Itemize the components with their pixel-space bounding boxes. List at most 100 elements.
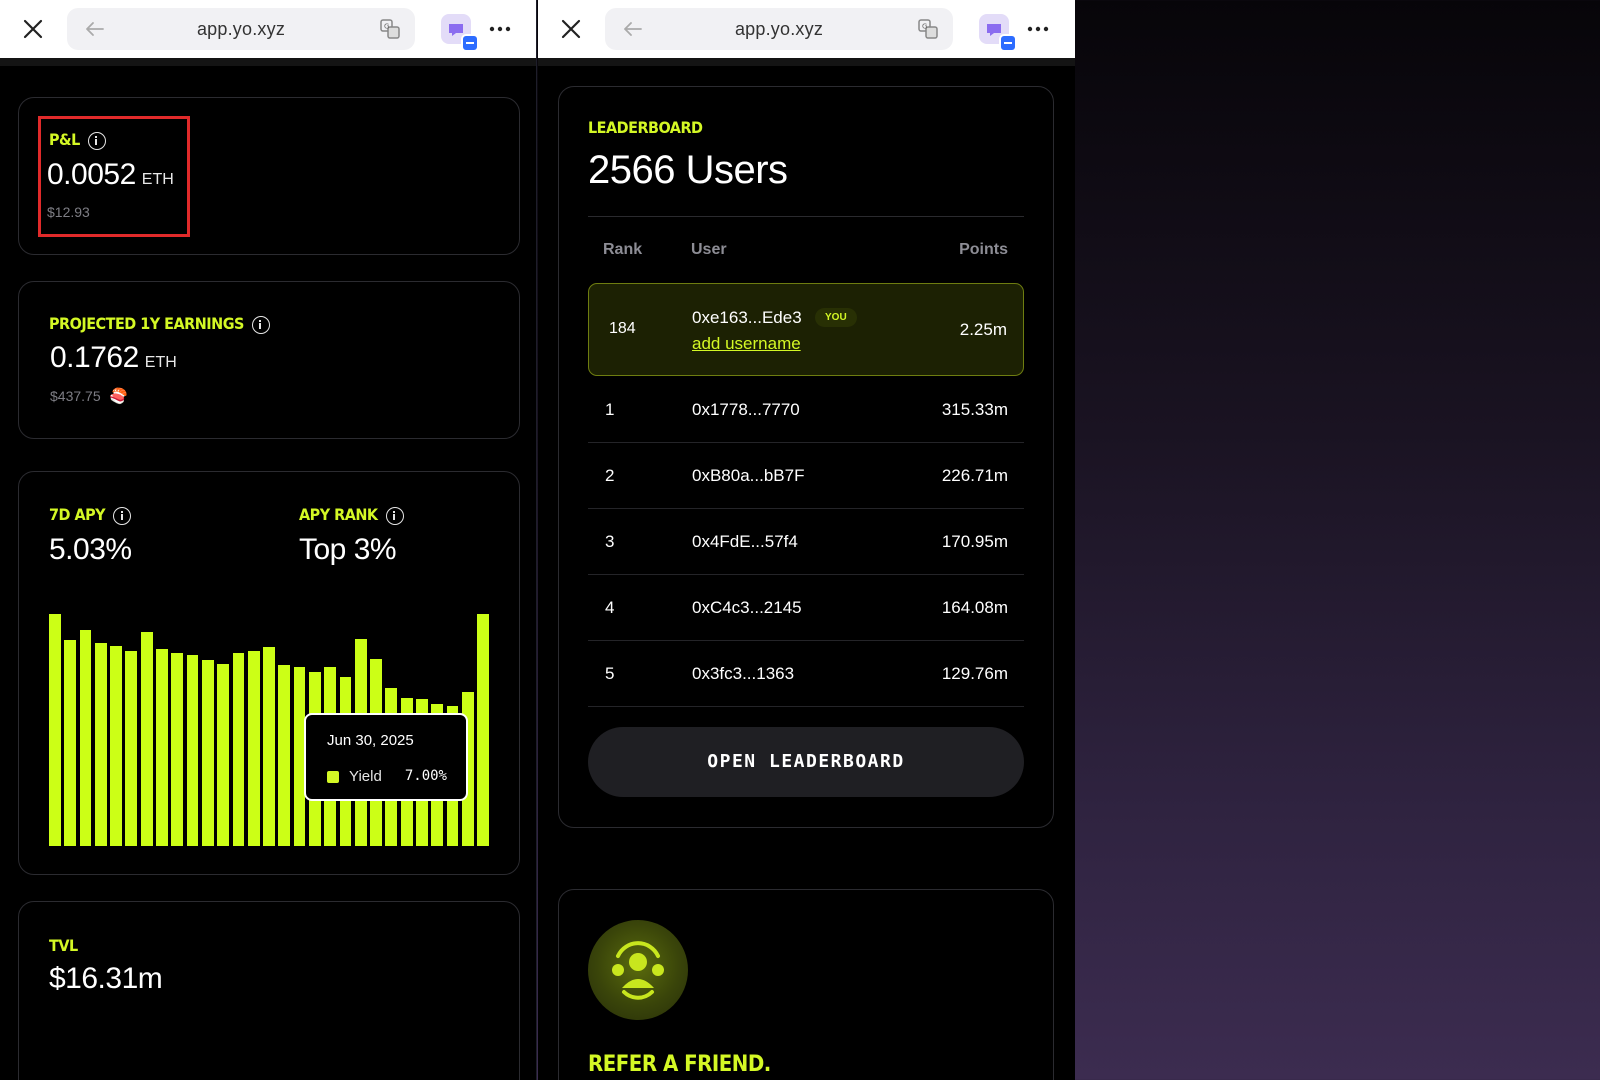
- row-user: 0x4FdE...57f4: [692, 532, 798, 551]
- current-user-rank: 184: [609, 320, 636, 337]
- info-icon[interactable]: [385, 506, 404, 525]
- chart-bar[interactable]: [278, 664, 291, 846]
- projected-label-row: PROJECTED 1Y EARNINGS: [49, 314, 270, 334]
- chart-bar[interactable]: [171, 653, 184, 846]
- chart-bar[interactable]: [477, 614, 489, 846]
- info-icon[interactable]: [87, 131, 106, 150]
- tvl-label: TVL: [49, 936, 78, 955]
- chart-bar[interactable]: [156, 649, 168, 846]
- chart-bar[interactable]: [140, 631, 153, 846]
- chart-bar[interactable]: [263, 647, 275, 846]
- row-user: 0x1778...7770: [692, 400, 800, 419]
- row-rank: 2: [605, 466, 615, 485]
- pnl-card: [18, 97, 520, 255]
- apy-rank-label-row: APY RANK: [299, 505, 404, 525]
- row-user: 0x3fc3...1363: [692, 664, 795, 683]
- info-icon[interactable]: [113, 506, 132, 525]
- extension-icon[interactable]: [441, 14, 479, 52]
- leaderboard-divider: [588, 216, 1024, 217]
- projected-label: PROJECTED 1Y EARNINGS: [49, 314, 244, 333]
- table-row[interactable]: 3 0x4FdE...57f4 170.95m: [588, 509, 1024, 575]
- pnl-unit: ETH: [141, 171, 174, 188]
- chart-bar[interactable]: [293, 667, 306, 846]
- chart-bar[interactable]: [110, 645, 122, 846]
- projected-unit: ETH: [144, 354, 177, 371]
- table-row[interactable]: 2 0xB80a...bB7F 226.71m: [588, 443, 1024, 509]
- pnl-usd: $12.93: [47, 204, 90, 220]
- table-row[interactable]: 5 0x3fc3...1363 129.76m: [588, 641, 1024, 707]
- back-arrow-icon[interactable]: [623, 21, 643, 37]
- translate-icon[interactable]: G: [917, 18, 939, 40]
- projected-value-row: 0.1762 ETH: [50, 341, 177, 375]
- you-badge: YOU: [815, 308, 857, 327]
- row-points: 170.95m: [941, 532, 1008, 551]
- pnl-value: 0.0052: [47, 158, 136, 191]
- table-row[interactable]: 1 0x1778...7770 315.33m: [588, 377, 1024, 443]
- chart-bar[interactable]: [217, 664, 229, 846]
- row-points: 315.33m: [941, 400, 1008, 419]
- row-rank: 4: [605, 598, 615, 617]
- chart-bar[interactable]: [232, 652, 245, 846]
- apy-rank-value: Top 3%: [299, 533, 397, 566]
- address-bar[interactable]: app.yo.xyz G: [605, 8, 953, 50]
- row-points: 164.08m: [941, 598, 1008, 617]
- extension-icon[interactable]: [979, 14, 1017, 52]
- translate-icon[interactable]: G: [379, 18, 401, 40]
- row-rank: 1: [605, 400, 615, 419]
- svg-text:G: G: [922, 23, 927, 31]
- tooltip-series-name: Yield: [349, 768, 382, 785]
- leaderboard-title: 2566 Users: [588, 148, 788, 192]
- more-icon[interactable]: [487, 18, 513, 40]
- chart-bar[interactable]: [125, 650, 138, 846]
- current-user-row[interactable]: 184 0xe163...Ede3 YOU add username 2.25m: [588, 283, 1024, 376]
- pnl-label: P&L: [49, 130, 80, 149]
- leaderboard-card: [558, 86, 1054, 828]
- more-icon[interactable]: [1025, 18, 1051, 40]
- info-icon[interactable]: [251, 315, 270, 334]
- apy-value: 5.03%: [49, 533, 132, 566]
- table-row[interactable]: 4 0xC4c3...2145 164.08m: [588, 575, 1024, 641]
- sushi-emoji: 🍣: [109, 388, 128, 405]
- apy-label: 7D APY: [49, 505, 106, 524]
- back-arrow-icon[interactable]: [85, 21, 105, 37]
- tooltip-value: 7.00%: [404, 768, 447, 784]
- pnl-value-row: 0.0052 ETH: [47, 158, 174, 192]
- chart-bar[interactable]: [79, 629, 92, 846]
- chart-bar[interactable]: [64, 639, 77, 846]
- tvl-value: $16.31m: [49, 962, 163, 995]
- leaderboard-label: LEADERBOARD: [588, 118, 703, 137]
- chart-bar[interactable]: [186, 655, 199, 846]
- browser-toolbar: app.yo.xyz G: [538, 0, 1075, 66]
- chart-bar[interactable]: [201, 660, 214, 846]
- chart-bar[interactable]: [49, 614, 61, 846]
- row-rank: 5: [605, 664, 615, 683]
- projected-usd: $437.75: [50, 388, 101, 404]
- tvl-card: [18, 901, 520, 1080]
- svg-text:G: G: [384, 23, 389, 31]
- open-leaderboard-button[interactable]: OPEN LEADERBOARD: [588, 727, 1024, 797]
- projected-earnings-card: [18, 281, 520, 439]
- add-username-link[interactable]: add username: [692, 334, 801, 353]
- current-user-points: 2.25m: [959, 320, 1007, 339]
- browser-toolbar: app.yo.xyz G: [0, 0, 536, 66]
- left-browser-panel: app.yo.xyz G P&L 0.0052 ETH $12.93 P: [0, 0, 537, 1080]
- refer-title: REFER A FRIEND.: [588, 1052, 771, 1077]
- pnl-label-row: P&L: [49, 130, 106, 150]
- apy-rank-label: APY RANK: [299, 505, 378, 524]
- projected-usd-row: $437.75 🍣: [50, 387, 128, 406]
- row-points: 226.71m: [941, 466, 1008, 485]
- chart-bar[interactable]: [94, 642, 107, 846]
- row-user: 0xC4c3...2145: [692, 598, 802, 617]
- row-points: 129.76m: [941, 664, 1008, 683]
- tooltip-series-swatch: [327, 771, 339, 783]
- address-bar[interactable]: app.yo.xyz G: [67, 8, 415, 50]
- close-icon[interactable]: [22, 18, 44, 40]
- header-user: User: [691, 241, 727, 258]
- chart-bar[interactable]: [247, 651, 260, 846]
- row-rank: 3: [605, 532, 615, 551]
- current-user-address: 0xe163...Ede3: [692, 308, 802, 327]
- header-rank: Rank: [603, 241, 643, 258]
- close-icon[interactable]: [560, 18, 582, 40]
- row-user: 0xB80a...bB7F: [692, 466, 805, 485]
- tooltip-date: Jun 30, 2025: [327, 732, 414, 749]
